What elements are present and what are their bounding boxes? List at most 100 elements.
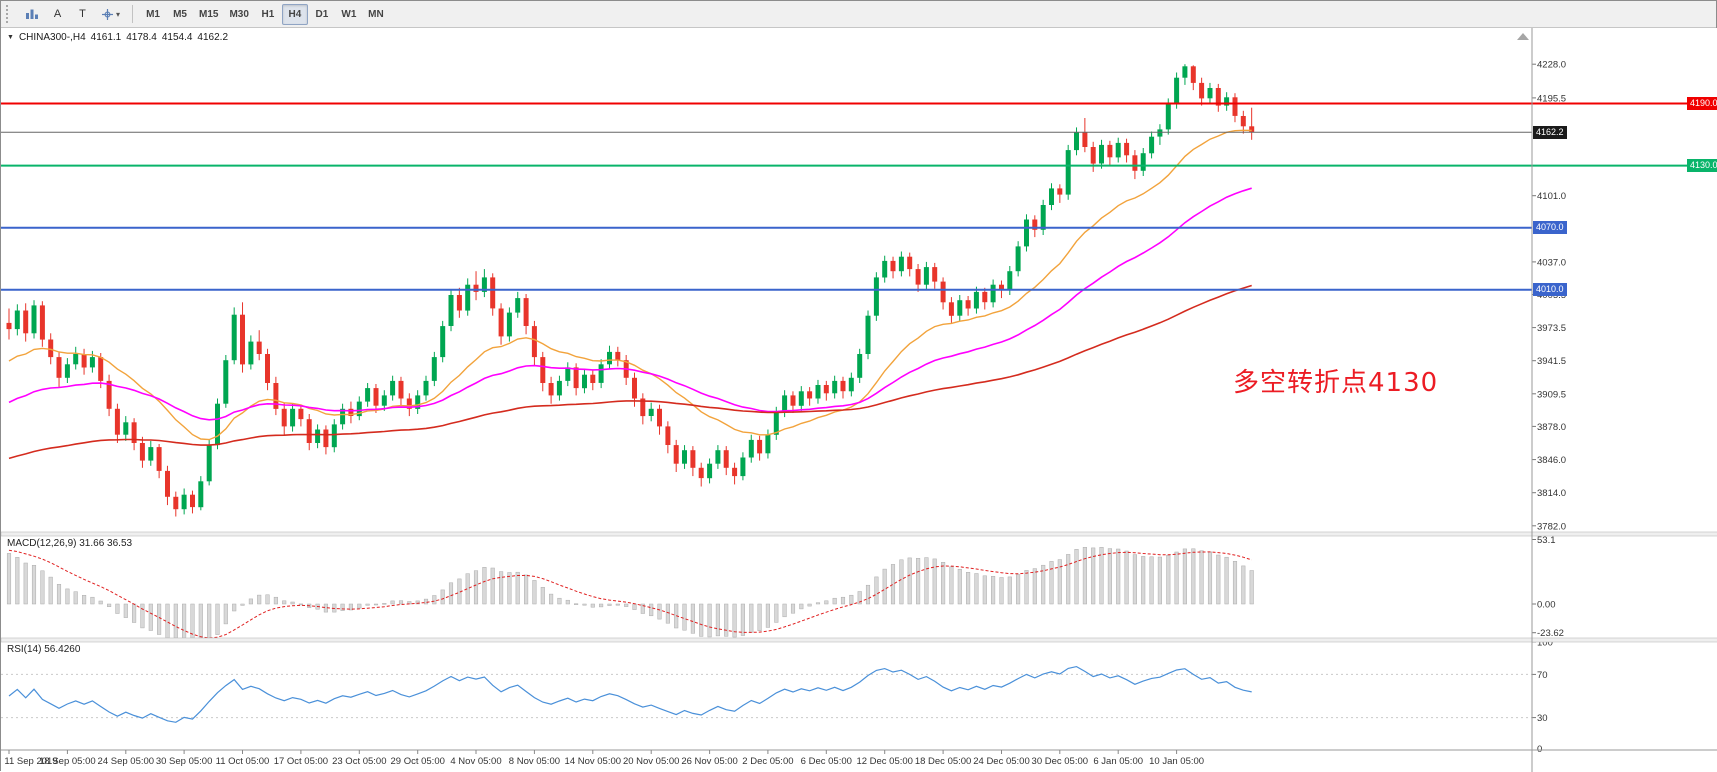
macd-histogram-bar [941,562,946,605]
timeframe-w1[interactable]: W1 [336,4,362,25]
draw-tools-dropdown[interactable]: ▾ [96,4,125,25]
timeframe-m30[interactable]: M30 [224,4,253,25]
candle-up [1207,88,1213,99]
time-axis-label[interactable]: 24 Dec 05:00 [973,756,1030,767]
candle-up [973,291,979,309]
price-tick-label: 4037.0 [1537,257,1566,268]
time-axis-label[interactable]: 10 Jan 05:00 [1149,756,1204,767]
time-axis-label[interactable]: 18 Dec 05:00 [915,756,972,767]
text-tool-a-button[interactable]: A [46,4,69,25]
time-axis-label[interactable]: 23 Oct 05:00 [332,756,386,767]
pane-splitter-macd[interactable] [1,531,1717,537]
timeframe-m1[interactable]: M1 [140,4,166,25]
macd-histogram-bar [165,603,170,639]
time-axis-label[interactable]: 6 Dec 05:00 [801,756,852,767]
candle-down [840,380,846,392]
candle-down [48,339,54,358]
candle-down [1107,144,1113,158]
macd-histogram-bar [31,565,37,605]
time-axis-label[interactable]: 2 Dec 05:00 [742,756,793,767]
candle-down [690,450,696,468]
bar-chart-mode-button[interactable] [20,4,44,25]
candle-up [515,298,521,313]
chart-shift-marker[interactable] [1517,33,1529,40]
macd-histogram-bar [815,602,821,605]
candle-up [598,364,604,383]
macd-histogram-bar [1049,561,1054,605]
candle-up [565,367,571,381]
timeframe-h1[interactable]: H1 [255,4,281,25]
time-axis-label[interactable]: 6 Jan 05:00 [1093,756,1143,767]
timeframe-m5[interactable]: M5 [167,4,193,25]
candle-up [898,256,904,272]
macd-histogram-bar [590,603,595,608]
candle-down [56,357,62,378]
macd-histogram-bar [1174,551,1179,605]
ma-line-fast-orange [8,129,1252,441]
candle-up [440,326,446,358]
time-axis-label[interactable]: 12 Dec 05:00 [856,756,913,767]
macd-histogram-bar [390,600,395,605]
timeframe-mn[interactable]: MN [363,4,389,25]
candle-up [1099,144,1104,164]
candle-up [556,380,562,396]
macd-histogram-bar [865,584,871,605]
time-axis-label[interactable]: 11 Sep 2019 [4,756,57,767]
candle-down [348,408,354,416]
label-tool-t-button[interactable]: T [71,4,94,25]
candle-up [707,463,713,479]
time-axis-label[interactable]: 4 Nov 05:00 [450,756,501,767]
candle-up [1115,142,1121,158]
candle-up [381,395,387,406]
time-axis-label[interactable]: 14 Nov 05:00 [565,756,622,767]
candle-up [1015,246,1021,272]
macd-histogram-bar [949,566,954,605]
time-axis-label[interactable]: 29 Oct 05:00 [390,756,444,767]
macd-histogram-bar [874,576,879,605]
chart-area[interactable]: 4228.0 4195.5 4101.0 4037.0 4005.5 3973.5 3941… [1,28,1717,772]
macd-histogram-bar [1107,548,1112,605]
price-tick-label: 3814.0 [1537,488,1566,499]
macd-histogram-bar [215,603,220,635]
candle-up [923,267,929,285]
macd-histogram-bar [1066,554,1071,605]
macd-histogram-bar [1007,576,1012,605]
pane-splitter-rsi[interactable] [1,637,1717,643]
macd-histogram-bar [557,597,562,605]
macd-histogram-bar [173,603,178,639]
macd-histogram-bar [532,580,537,605]
ohlc-high: 4178.4 [126,32,157,43]
time-axis-label[interactable]: 20 Nov 05:00 [623,756,680,767]
time-axis-label[interactable]: 30 Dec 05:00 [1032,756,1089,767]
time-axis-label[interactable]: 11 Oct 05:00 [216,756,270,767]
candle-up [1174,77,1180,104]
macd-histogram-bar [348,603,353,611]
candle-down [456,295,462,311]
main-price-pane[interactable] [1,64,1717,517]
time-axis-label[interactable]: 30 Sep 05:00 [156,756,213,767]
timeframe-h4[interactable]: H4 [281,3,308,25]
toolbar-grip[interactable] [6,5,13,23]
time-axis-label[interactable]: 17 Oct 05:00 [274,756,328,767]
rsi-pane[interactable] [1,665,1532,723]
price-tick-label: 3878.0 [1537,422,1566,433]
macd-histogram-bar [23,562,28,605]
ohlc-open: 4161.1 [90,32,122,43]
macd-histogram-bar [907,557,912,605]
macd-histogram-bar [832,597,837,605]
macd-histogram-bar [1216,554,1221,605]
candle-down [165,470,170,497]
macd-histogram-bar [1191,548,1196,605]
candle-up [782,395,788,412]
time-axis-label[interactable]: 26 Nov 05:00 [681,756,738,767]
chart-canvas[interactable]: 4228.0 4195.5 4101.0 4037.0 4005.5 3973.5 3941… [1,28,1717,772]
candle-down [1240,116,1246,127]
time-axis-label[interactable]: 24 Sep 05:00 [98,756,155,767]
macd-histogram-bar [90,596,95,605]
macd-pane[interactable] [6,547,1254,639]
timeframe-d1[interactable]: D1 [309,4,335,25]
timeframe-m15[interactable]: M15 [194,4,223,25]
time-axis-label[interactable]: 18 Sep 05:00 [39,756,96,767]
time-axis-label[interactable]: 8 Nov 05:00 [509,756,560,767]
macd-histogram-bar [957,568,962,605]
